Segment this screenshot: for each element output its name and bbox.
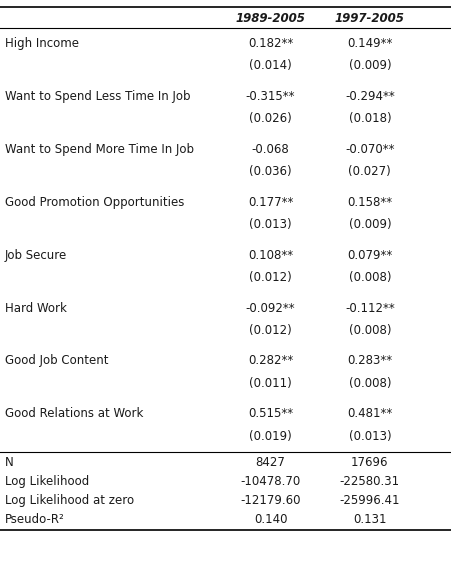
Text: 1989-2005: 1989-2005: [236, 12, 305, 25]
Text: 0.131: 0.131: [353, 513, 387, 526]
Text: (0.026): (0.026): [249, 112, 292, 125]
Text: (0.027): (0.027): [349, 165, 391, 178]
Text: -12179.60: -12179.60: [240, 494, 301, 507]
Text: Good Job Content: Good Job Content: [5, 354, 108, 367]
Text: High Income: High Income: [5, 37, 78, 50]
Text: 1997-2005: 1997-2005: [335, 12, 405, 25]
Text: Hard Work: Hard Work: [5, 301, 66, 314]
Text: Want to Spend Less Time In Job: Want to Spend Less Time In Job: [5, 90, 190, 103]
Text: (0.009): (0.009): [349, 59, 391, 72]
Text: -10478.70: -10478.70: [240, 475, 301, 488]
Text: (0.008): (0.008): [349, 271, 391, 284]
Text: (0.018): (0.018): [349, 112, 391, 125]
Text: -0.070**: -0.070**: [345, 143, 395, 156]
Text: (0.019): (0.019): [249, 430, 292, 442]
Text: Good Relations at Work: Good Relations at Work: [5, 407, 143, 420]
Text: -22580.31: -22580.31: [340, 475, 400, 488]
Text: 0.515**: 0.515**: [248, 407, 293, 420]
Text: (0.012): (0.012): [249, 271, 292, 284]
Text: 0.140: 0.140: [254, 513, 287, 526]
Text: Log Likelihood: Log Likelihood: [5, 475, 89, 488]
Text: (0.008): (0.008): [349, 324, 391, 337]
Text: Pseudo-R²: Pseudo-R²: [5, 513, 64, 526]
Text: -0.112**: -0.112**: [345, 301, 395, 314]
Text: 0.481**: 0.481**: [347, 407, 392, 420]
Text: Log Likelihood at zero: Log Likelihood at zero: [5, 494, 133, 507]
Text: 0.177**: 0.177**: [248, 196, 293, 209]
Text: -25996.41: -25996.41: [340, 494, 400, 507]
Text: (0.036): (0.036): [249, 165, 292, 178]
Text: (0.008): (0.008): [349, 377, 391, 389]
Text: -0.092**: -0.092**: [246, 301, 295, 314]
Text: (0.014): (0.014): [249, 59, 292, 72]
Text: -0.294**: -0.294**: [345, 90, 395, 103]
Text: (0.009): (0.009): [349, 218, 391, 231]
Text: (0.011): (0.011): [249, 377, 292, 389]
Text: Job Secure: Job Secure: [5, 249, 67, 262]
Text: 8427: 8427: [256, 456, 285, 469]
Text: 17696: 17696: [351, 456, 389, 469]
Text: -0.315**: -0.315**: [246, 90, 295, 103]
Text: 0.108**: 0.108**: [248, 249, 293, 262]
Text: 0.149**: 0.149**: [347, 37, 392, 50]
Text: Want to Spend More Time In Job: Want to Spend More Time In Job: [5, 143, 193, 156]
Text: (0.012): (0.012): [249, 324, 292, 337]
Text: (0.013): (0.013): [349, 430, 391, 442]
Text: -0.068: -0.068: [252, 143, 290, 156]
Text: 0.283**: 0.283**: [347, 354, 392, 367]
Text: 0.182**: 0.182**: [248, 37, 293, 50]
Text: (0.013): (0.013): [249, 218, 292, 231]
Text: N: N: [5, 456, 13, 469]
Text: 0.079**: 0.079**: [347, 249, 392, 262]
Text: 0.282**: 0.282**: [248, 354, 293, 367]
Text: Good Promotion Opportunities: Good Promotion Opportunities: [5, 196, 184, 209]
Text: 0.158**: 0.158**: [347, 196, 392, 209]
